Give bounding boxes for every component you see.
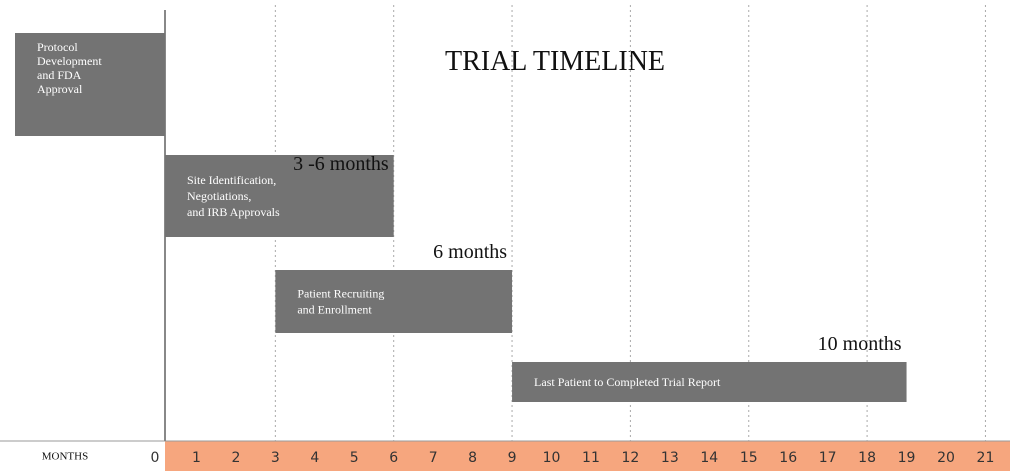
task-label: Last Patient to Completed Trial Report [534,375,721,389]
task-bar [15,33,165,136]
x-tick-label: 16 [779,450,797,466]
task-label: and FDA [37,68,82,82]
x-tick-label: 11 [582,450,600,466]
task-label: Site Identification, [187,173,276,187]
x-tick-label: 2 [231,450,240,466]
x-tick-label: 9 [508,450,517,466]
task-bar [275,270,513,333]
x-tick-label: 8 [468,450,477,466]
duration-label: 3 -6 months [293,153,389,175]
x-tick-label: 17 [819,450,837,466]
task-label: Development [37,54,102,68]
x-tick-label: 20 [937,450,955,466]
chart-title: TRIAL TIMELINE [445,46,665,77]
task-label: and IRB Approvals [187,205,280,219]
task-label: Patient Recruiting [297,287,384,301]
x-tick-label: 6 [389,450,398,466]
duration-label: 6 months [433,241,507,263]
task-label: Protocol [37,40,78,54]
task-bar [165,155,394,237]
x-tick-label: 1 [192,450,201,466]
x-tick-label: 18 [858,450,876,466]
x-tick-label: 4 [310,450,319,466]
x-tick-label: 19 [898,450,916,466]
x-tick-label: 12 [621,450,639,466]
task-label: Negotiations, [187,189,251,203]
task-label: Approval [37,82,83,96]
x-tick-label: 15 [740,450,758,466]
x-tick-label: 13 [661,450,679,466]
x-tick-label: 3 [271,450,280,466]
x-tick-label: 21 [977,450,995,466]
x-tick-label: 0 [151,450,160,466]
x-tick-label: 5 [350,450,359,466]
task-label: and Enrollment [297,303,372,317]
x-tick-label: 7 [429,450,438,466]
task-bar [512,362,907,402]
x-tick-label: 10 [543,450,561,466]
x-tick-label: 14 [700,450,718,466]
month-axis-band [165,441,1010,471]
x-axis-label: MONTHS [42,451,88,463]
duration-label: 10 months [818,333,902,355]
